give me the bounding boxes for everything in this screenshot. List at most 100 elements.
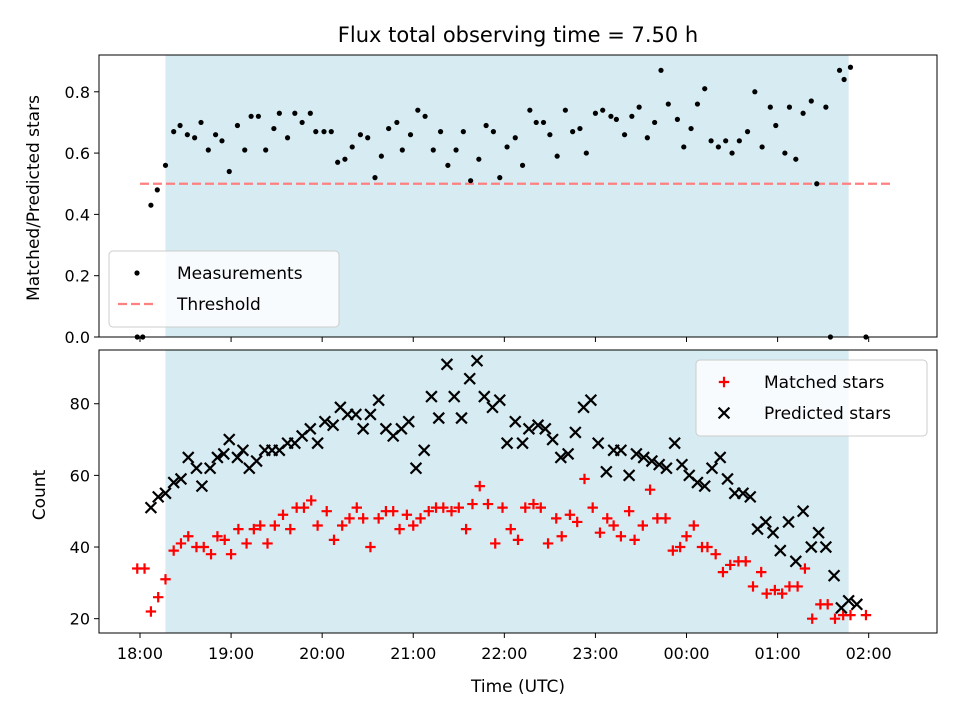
predicted-stars-point: [509, 415, 522, 428]
x-tick-label: 02:00: [846, 644, 892, 663]
measurements-point: [430, 147, 436, 153]
measurements-point: [372, 175, 378, 181]
predicted-stars-point: [195, 479, 209, 493]
matched-stars-point: [637, 520, 648, 531]
bottom-axes-frame: [98, 349, 938, 634]
measurements-point: [394, 119, 400, 126]
top-panel: 0.0 0.2 0.4 0.6 0.8 Measurements Threshold: [65, 54, 938, 347]
matched-stars-point: [344, 513, 355, 524]
measurements-point: [321, 129, 327, 135]
measurements-point: [399, 147, 405, 153]
matched-stars-point: [183, 531, 194, 542]
predicted-stars-point: [440, 358, 454, 371]
bottom-y-tick-label: 60: [70, 466, 90, 485]
matched-stars-point: [306, 495, 317, 506]
matched-stars-point: [337, 520, 348, 531]
predicted-stars-point: [774, 544, 787, 557]
x-axis-label: Time (UTC): [470, 677, 565, 697]
measurements-point: [192, 135, 198, 141]
predicted-stars-point: [569, 426, 582, 439]
bottom-y-tick-label: 20: [70, 610, 90, 629]
predicted-stars-point: [318, 415, 332, 428]
matched-stars-point: [615, 531, 627, 542]
predicted-stars-point: [600, 465, 613, 478]
matched-stars-point: [756, 566, 767, 578]
measurements-point: [800, 110, 806, 116]
legend-box: [695, 359, 928, 437]
matched-stars-point: [233, 523, 244, 535]
predicted-stars-point: [463, 372, 476, 385]
matched-stars-point: [769, 584, 781, 596]
matched-stars-point: [298, 502, 310, 513]
matched-stars-point: [807, 613, 818, 624]
measurements-point: [292, 110, 298, 116]
measurements-point: [665, 101, 671, 107]
predicted-stars-point: [819, 540, 833, 554]
predicted-stars-point: [782, 515, 795, 529]
measurements-point: [226, 168, 232, 175]
measurements-point: [658, 67, 664, 73]
measurements-point: [715, 144, 721, 150]
matched-stars-point: [660, 513, 671, 524]
matched-stars-point: [328, 534, 340, 546]
predicted-stars-point: [223, 433, 236, 446]
predicted-stars-point: [698, 479, 711, 493]
measurements-point: [437, 129, 444, 135]
measurements-point: [533, 119, 539, 126]
matched-stars-point: [145, 606, 157, 617]
predicted-stars-point: [759, 515, 772, 529]
measurements-point: [386, 125, 392, 132]
measurements-point: [652, 119, 658, 126]
predicted-stars-point: [364, 408, 377, 421]
top-y-tick-label: 0.8: [65, 83, 90, 102]
predicted-stars-point: [182, 451, 195, 464]
x-tick-label: 22:00: [481, 644, 527, 663]
matched-stars-point: [139, 563, 150, 574]
measurements-point: [349, 144, 355, 150]
measurements-point: [519, 162, 526, 168]
measurements-point: [460, 129, 466, 135]
measurements-point: [613, 116, 619, 122]
matched-stars-point: [460, 523, 472, 535]
predicted-stars-point: [584, 393, 598, 407]
matched-stars-point: [401, 509, 413, 520]
predicted-stars-point: [478, 390, 491, 403]
predicted-stars-point: [561, 447, 575, 461]
matched-stars-point: [725, 559, 736, 571]
measurements-point: [723, 138, 729, 144]
predicted-stars-point: [231, 451, 244, 464]
measurements-point: [744, 129, 751, 135]
matched-stars-point: [505, 523, 516, 535]
predicted-stars-point: [668, 436, 681, 450]
matched-stars-point: [285, 523, 296, 535]
predicted-stars-point: [637, 451, 650, 464]
measurements-point: [592, 110, 599, 116]
matched-stars-point: [551, 513, 562, 524]
x-tick-label: 00:00: [663, 644, 709, 663]
matched-stars-point: [205, 548, 217, 560]
measurements-point: [255, 113, 262, 119]
matched-stars-point: [438, 502, 449, 513]
matched-stars-point: [269, 520, 280, 531]
measurements-point: [759, 144, 765, 150]
matched-stars-point: [175, 538, 187, 549]
matched-stars-point: [799, 563, 811, 574]
measurements-point: [512, 135, 518, 141]
matched-stars-point: [717, 566, 729, 578]
matched-stars-point: [248, 523, 260, 535]
matched-stars-point: [446, 506, 457, 517]
matched-stars-point: [482, 498, 494, 510]
predicted-stars-point: [402, 415, 415, 428]
predicted-stars-point: [614, 444, 628, 457]
measurements-point: [621, 132, 628, 138]
matched-stars-point: [556, 531, 567, 542]
measurements-point: [357, 132, 364, 138]
measurements-point: [674, 116, 681, 122]
legend-matched-stars-swatch: [718, 376, 730, 388]
matched-stars-point: [688, 520, 699, 531]
matched-stars-point: [408, 520, 419, 531]
measurements-point: [767, 104, 773, 110]
predicted-stars-point: [744, 490, 757, 504]
matched-stars-point: [512, 534, 524, 546]
measurements-point: [497, 175, 503, 181]
